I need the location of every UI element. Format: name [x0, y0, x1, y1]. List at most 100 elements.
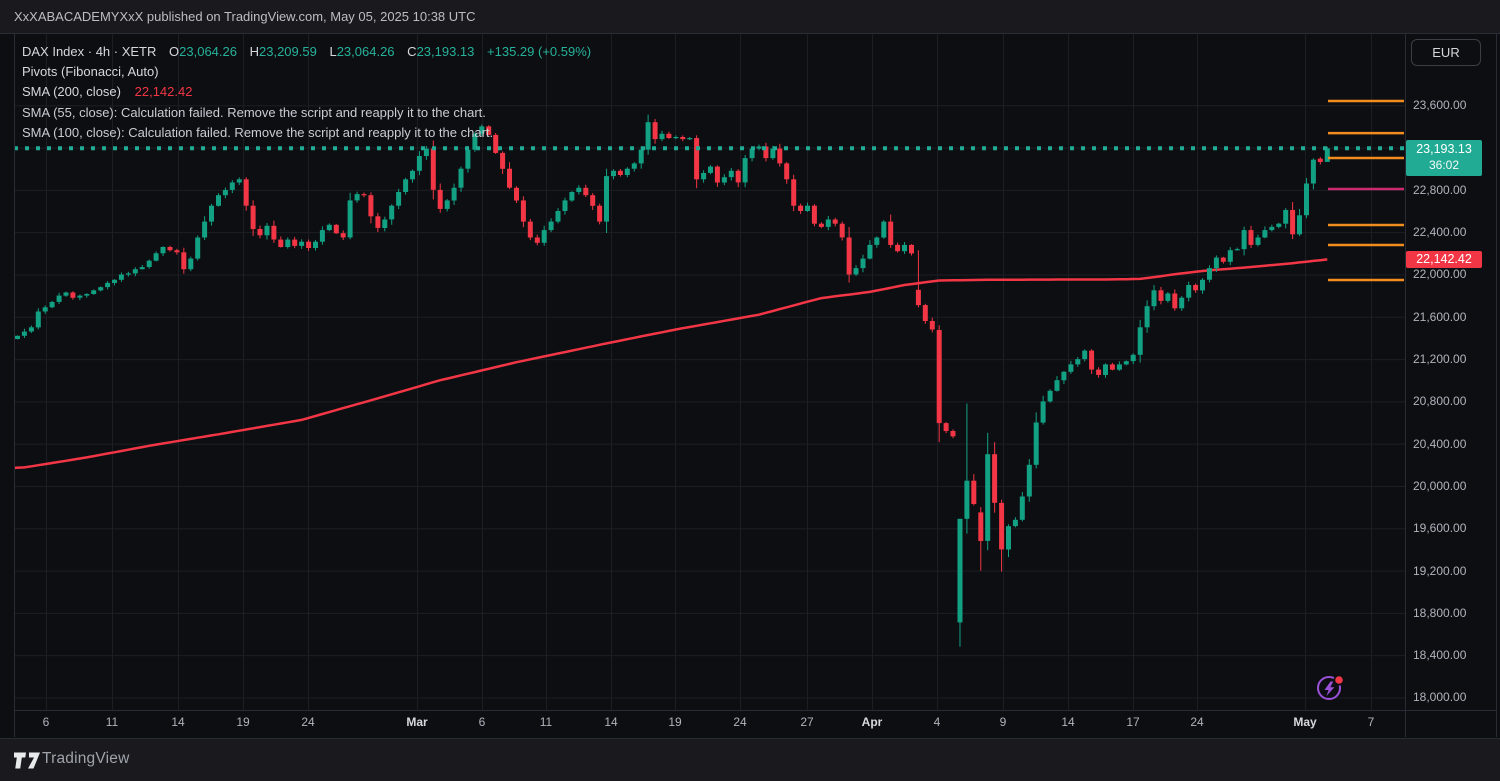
candles — [15, 114, 1330, 647]
candle-body — [992, 454, 998, 503]
candle-body — [493, 134, 499, 153]
last-price-value: 23,193.13 — [1416, 142, 1472, 157]
candle-body — [1151, 290, 1157, 307]
candle-body — [410, 170, 415, 180]
candle-body — [146, 260, 152, 267]
candle-body — [909, 244, 914, 254]
candle-body — [361, 194, 367, 196]
candle-body — [1186, 285, 1192, 298]
candle-body — [805, 205, 810, 211]
candle-body — [1019, 496, 1025, 520]
candle-body — [673, 137, 679, 139]
candle-body — [160, 247, 166, 254]
price-tick-label: 18,400.00 — [1413, 648, 1467, 663]
sma200-label: SMA (200, close) — [22, 84, 121, 99]
candle-body — [1290, 210, 1296, 235]
candle-body — [631, 163, 637, 169]
candle-body — [479, 126, 485, 134]
candle-body — [728, 170, 734, 178]
candle-body — [257, 229, 263, 236]
candle-body — [936, 330, 942, 424]
last-price-label: 23,193.13 36:02 — [1406, 140, 1482, 177]
candle-body — [839, 223, 845, 238]
candle-body — [486, 126, 492, 135]
candle-body — [1179, 297, 1185, 309]
candle-body — [375, 216, 381, 228]
time-tick-label: 19 — [236, 715, 250, 729]
price-tick-label: 21,200.00 — [1413, 352, 1467, 367]
sma55-error-text: SMA (55, close): Calculation failed. Rem… — [22, 105, 486, 120]
candle-body — [645, 122, 651, 150]
candle-body — [548, 221, 554, 231]
candle-body — [1026, 464, 1032, 497]
watermark-bar: XxXABACADEMYXxX published on TradingView… — [0, 0, 1500, 34]
lazy-load-icon[interactable] — [1315, 673, 1345, 703]
candle-body — [216, 195, 221, 206]
candle-body — [195, 237, 201, 259]
price-tick-label: 20,800.00 — [1413, 394, 1467, 409]
candle-body — [1158, 290, 1164, 301]
candle-body — [721, 177, 727, 183]
candle-body — [139, 267, 145, 270]
sma200-price-label: 22,142.42 — [1406, 251, 1482, 269]
candle-body — [1130, 354, 1136, 362]
candle-body — [49, 302, 55, 308]
candle-body — [978, 512, 984, 541]
candle-body — [105, 282, 111, 288]
candle-body — [423, 148, 429, 156]
legend-sma55-error-row: SMA (55, close): Calculation failed. Rem… — [22, 104, 486, 122]
candle-body — [132, 269, 138, 274]
candle-body — [264, 225, 270, 236]
candle-body — [354, 194, 360, 201]
footer-brand[interactable]: TradingView — [42, 750, 130, 767]
legend-sma100-error-row: SMA (100, close): Calculation failed. Re… — [22, 124, 493, 142]
candle-body — [714, 166, 720, 183]
currency-button[interactable]: EUR — [1411, 39, 1481, 66]
time-tick-label: 9 — [999, 715, 1007, 729]
candle-body — [313, 241, 318, 248]
candle-body — [964, 480, 970, 519]
candle-body — [583, 187, 589, 196]
tradingview-logo-icon[interactable] — [14, 752, 40, 769]
candle-body — [777, 148, 783, 164]
candle-body — [1061, 371, 1067, 381]
candle-body — [708, 166, 713, 173]
candle-body — [437, 189, 443, 209]
candle-body — [243, 179, 249, 206]
candle-body — [42, 307, 48, 312]
high-label: H — [249, 44, 259, 59]
candle-body — [1096, 369, 1102, 375]
candle-body — [125, 273, 131, 275]
candle-body — [70, 292, 76, 298]
legend-symbol-row: DAX Index · 4h · XETR O23,064.26 H23,209… — [22, 43, 591, 61]
low-value: 23,064.26 — [336, 44, 395, 59]
candle-body — [749, 148, 755, 159]
candle-body — [250, 205, 256, 229]
time-tick-label: 11 — [539, 715, 553, 729]
candle-body — [957, 518, 963, 623]
candle-body — [84, 294, 90, 296]
candle-body — [735, 170, 741, 183]
candle-body — [1324, 148, 1330, 162]
candle-body — [604, 176, 609, 222]
time-tick-label: 14 — [1061, 715, 1075, 729]
candle-body — [1297, 215, 1302, 235]
candle-body — [853, 268, 859, 275]
candle-body — [118, 274, 124, 280]
candle-body — [209, 205, 214, 222]
candle-body — [520, 200, 526, 222]
candle-body — [555, 211, 561, 222]
candle-body — [1075, 359, 1081, 365]
candle-body — [701, 173, 707, 180]
candle-body — [458, 168, 464, 188]
time-tick-month-label: May — [1293, 715, 1317, 729]
candle-body — [1276, 223, 1282, 227]
candle-body — [895, 244, 901, 252]
candle-body — [1255, 237, 1261, 245]
candle-body — [1269, 226, 1275, 231]
candle-body — [181, 252, 187, 270]
candle-body — [527, 221, 533, 238]
price-tick-label: 22,400.00 — [1413, 225, 1467, 240]
candle-body — [929, 321, 935, 330]
